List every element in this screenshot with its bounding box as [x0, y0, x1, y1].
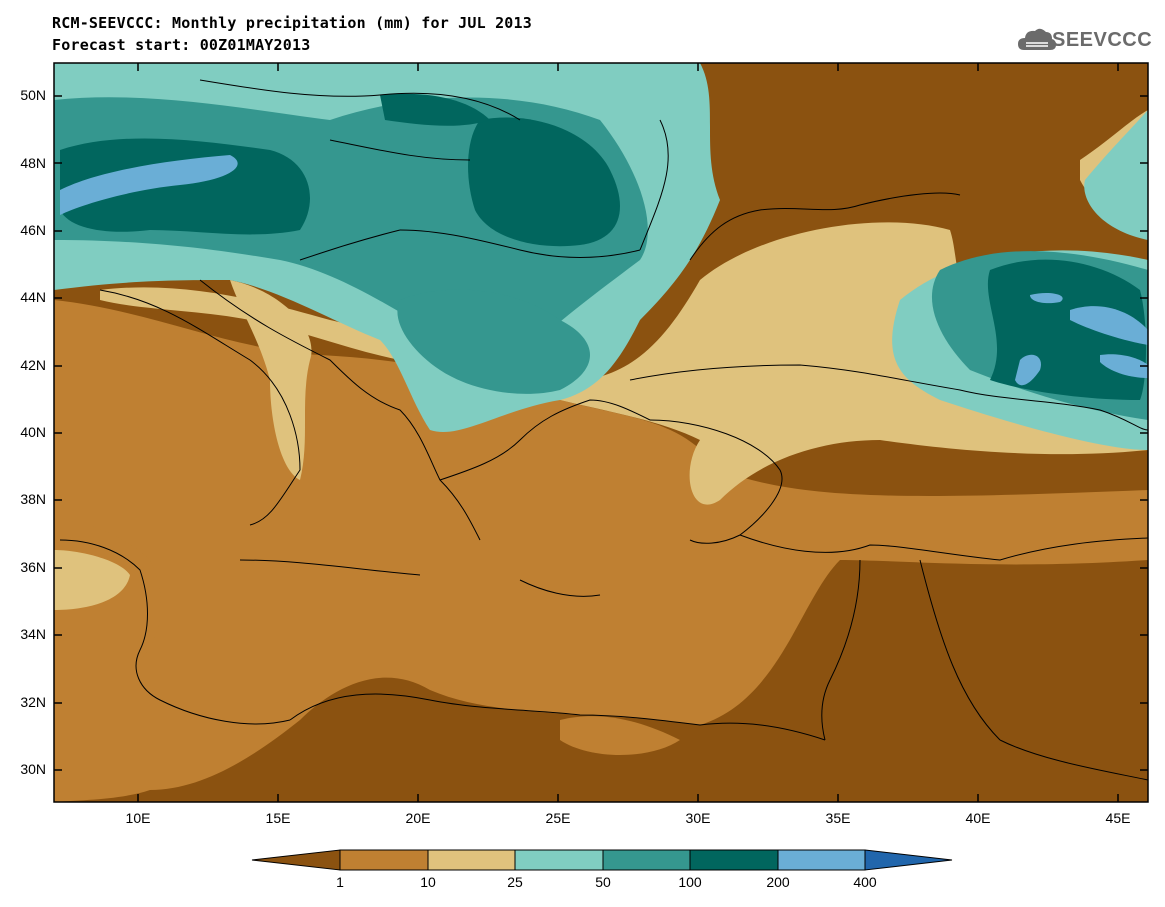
lon-label: 30E	[685, 810, 711, 826]
colorbar-bin-50-100	[602, 849, 691, 871]
cloud-icon	[1018, 28, 1056, 50]
precipitation-field	[54, 63, 1148, 802]
lat-label: 32N	[20, 694, 46, 710]
colorbar-bin-1-10	[339, 849, 429, 871]
colorbar-label: 100	[678, 874, 702, 890]
axis-ticks	[54, 63, 1148, 802]
colorbar	[251, 849, 953, 871]
lon-label: 40E	[965, 810, 991, 826]
colorbar-bin-25-50	[514, 849, 604, 871]
lat-label: 44N	[20, 289, 46, 305]
lat-label: 30N	[20, 761, 46, 777]
lat-label: 48N	[20, 155, 46, 171]
colorbar-label: 25	[507, 874, 523, 890]
lat-label: 46N	[20, 222, 46, 238]
lon-label: 10E	[125, 810, 151, 826]
colorbar-label: 10	[420, 874, 436, 890]
forecast-start-label: Forecast start: 00Z01MAY2013	[52, 36, 311, 54]
colorbar-bin-100-200	[689, 849, 779, 871]
lat-label: 34N	[20, 626, 46, 642]
colorbar-label: 400	[853, 874, 877, 890]
colorbar-label: 1	[336, 874, 344, 890]
colorbar-label: 50	[595, 874, 611, 890]
lat-label: 40N	[20, 424, 46, 440]
lon-label: 20E	[405, 810, 431, 826]
lon-label: 45E	[1105, 810, 1131, 826]
lat-label: 50N	[20, 87, 46, 103]
colorbar-label: 200	[766, 874, 790, 890]
colorbar-bin-200-400	[777, 849, 866, 871]
logo-text: SEEVCCC	[1052, 29, 1153, 51]
lon-label: 25E	[545, 810, 571, 826]
lat-label: 38N	[20, 491, 46, 507]
lon-label: 15E	[265, 810, 291, 826]
lat-label: 36N	[20, 559, 46, 575]
colorbar-over-arrow	[864, 849, 953, 871]
colorbar-bin-10-25	[427, 849, 516, 871]
lat-label: 42N	[20, 357, 46, 373]
lon-label: 35E	[825, 810, 851, 826]
map-title: RCM-SEEVCCC: Monthly precipitation (mm) …	[52, 14, 532, 32]
colorbar-under-arrow	[251, 849, 341, 871]
